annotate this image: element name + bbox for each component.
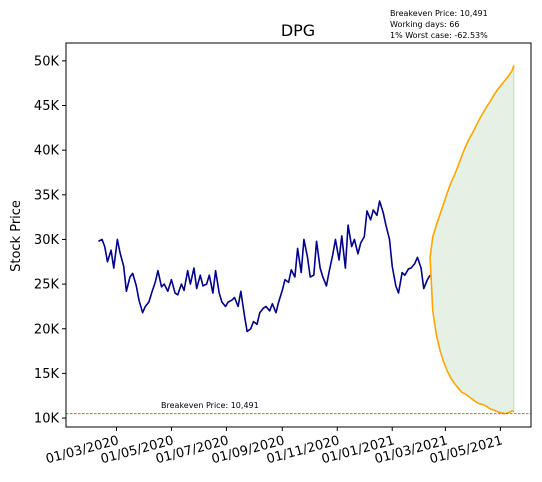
y-axis: 10K 15K 20K 25K 30K 35K 40K 45K 50K	[34, 54, 66, 427]
forecast-upper-line	[429, 65, 515, 258]
y-axis-label: Stock Price	[9, 200, 24, 272]
y-tick-label: 40K	[34, 144, 60, 159]
y-tick-label: 25K	[34, 278, 60, 293]
series-layer	[98, 65, 515, 415]
y-tick-label: 15K	[34, 367, 60, 382]
info-line-breakeven: Breakeven Price: 10,491	[390, 9, 488, 18]
info-line-working-days: Working days: 66	[390, 20, 459, 29]
y-tick-label: 35K	[34, 188, 60, 203]
y-tick-label: 30K	[34, 233, 60, 248]
history-line	[98, 200, 431, 333]
y-tick-label: 10K	[34, 412, 60, 427]
info-line-worst-case: 1% Worst case: -62.53%	[390, 31, 488, 40]
plot-frame	[65, 42, 532, 428]
y-tick-label: 20K	[34, 322, 60, 337]
forecast-lower-line	[429, 257, 515, 415]
breakeven-label: Breakeven Price: 10,491	[161, 401, 259, 410]
y-tick-label: 50K	[34, 54, 60, 69]
y-tick-label: 45K	[34, 99, 60, 114]
chart-title: DPG	[281, 21, 315, 40]
